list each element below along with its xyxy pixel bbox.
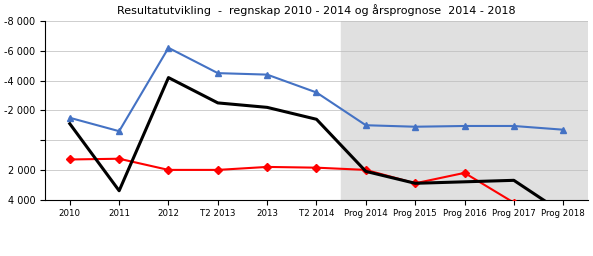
Total (214, 101, 221, 104)
Total (116, 189, 123, 192)
Line: Total: Total (70, 78, 563, 213)
Basis (412, 182, 419, 185)
Line: Prosjekt: Prosjekt (66, 44, 567, 135)
Prosjekt (66, 116, 74, 119)
Basis (511, 201, 518, 204)
Total (66, 122, 74, 125)
Prosjekt (412, 125, 419, 128)
Line: Basis: Basis (67, 156, 566, 234)
Basis (461, 171, 468, 174)
Basis (560, 229, 567, 232)
Basis (264, 165, 271, 168)
Prosjekt (214, 72, 221, 75)
Total (165, 76, 172, 79)
Title: Resultatutvikling  -  regnskap 2010 - 2014 og årsprognose  2014 - 2018: Resultatutvikling - regnskap 2010 - 2014… (117, 4, 516, 16)
Prosjekt (560, 128, 567, 131)
Basis (116, 157, 123, 160)
Basis (66, 158, 74, 161)
Prosjekt (461, 124, 468, 127)
Prosjekt (362, 124, 369, 127)
Total (461, 180, 468, 183)
Total (560, 211, 567, 215)
Total (511, 179, 518, 182)
Prosjekt (264, 73, 271, 76)
Prosjekt (165, 46, 172, 49)
Total (313, 118, 320, 121)
Basis (313, 166, 320, 169)
Prosjekt (511, 124, 518, 127)
Total (264, 106, 271, 109)
Basis (214, 168, 221, 172)
Basis (362, 168, 369, 172)
Basis (165, 168, 172, 172)
Bar (341, 21, 588, 200)
Total (412, 182, 419, 185)
Total (362, 170, 369, 173)
Prosjekt (116, 130, 123, 133)
Prosjekt (313, 91, 320, 94)
